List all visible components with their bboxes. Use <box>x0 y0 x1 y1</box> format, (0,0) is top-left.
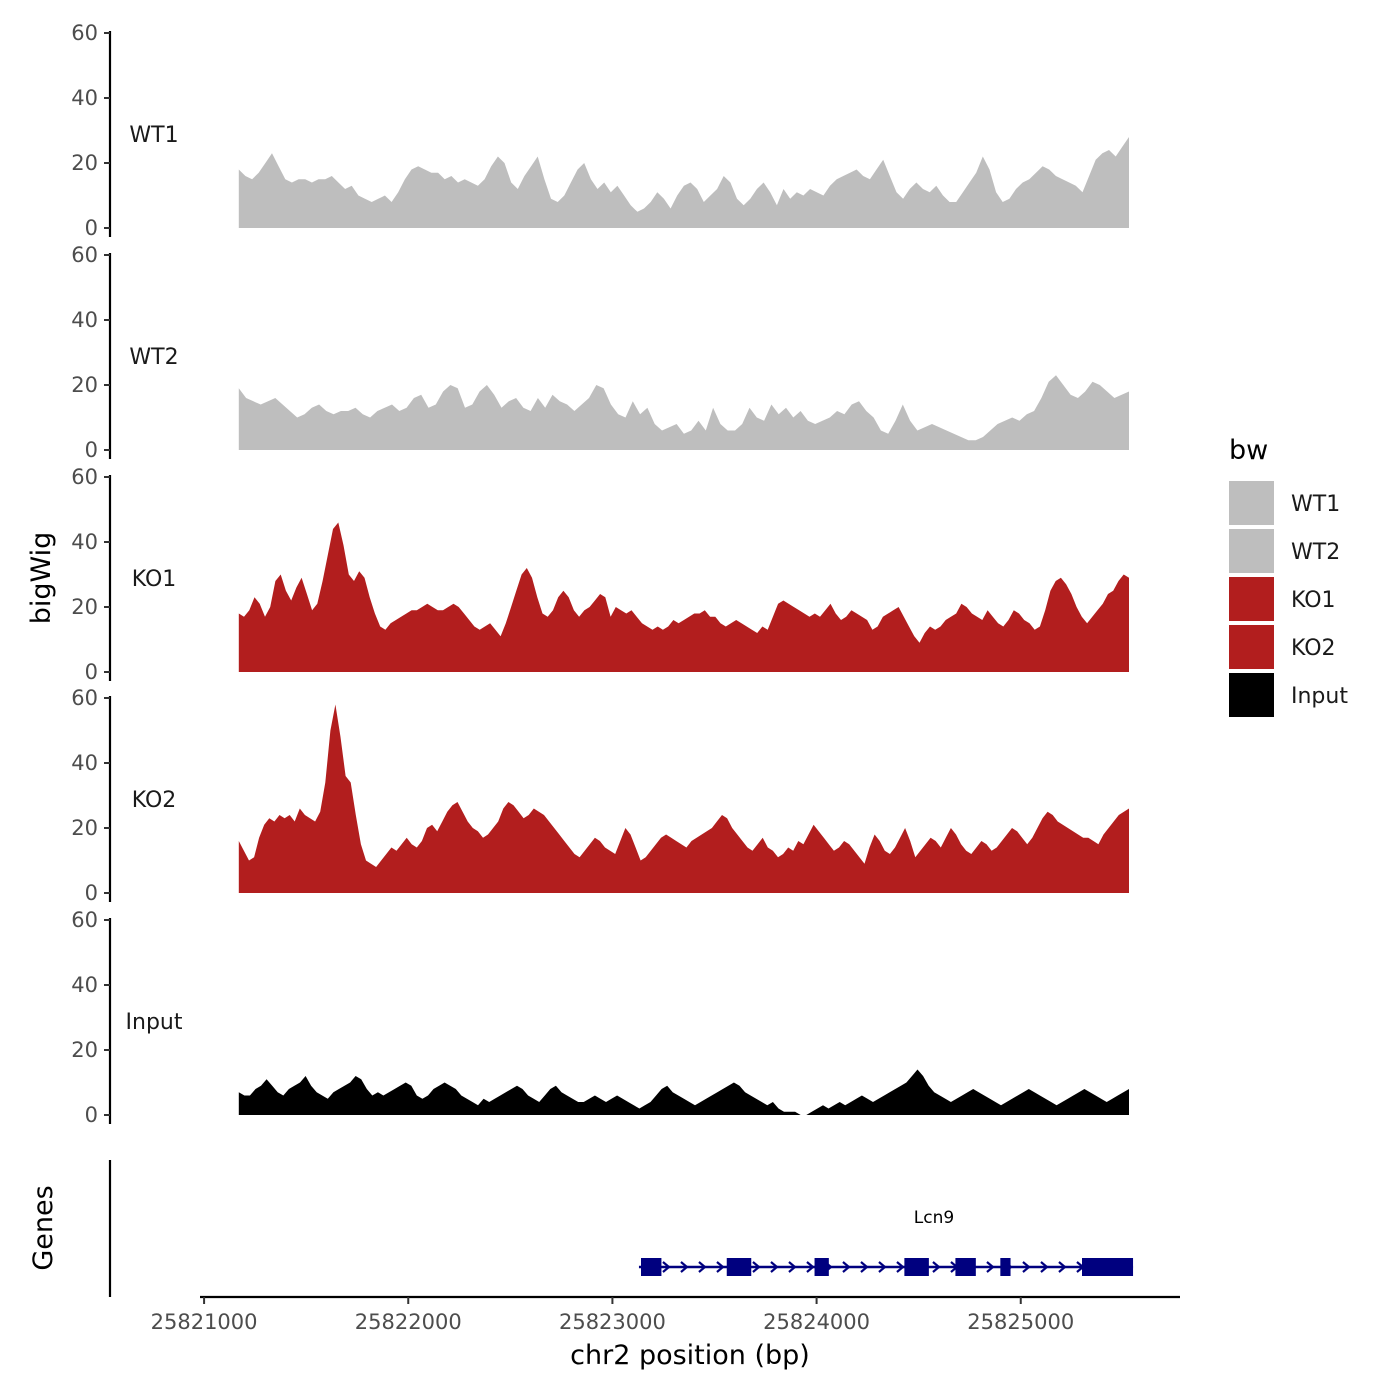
strand-arrow <box>770 1261 779 1273</box>
legend-label: WT1 <box>1291 492 1340 517</box>
y-tick-label: 40 <box>71 751 98 775</box>
y-tick-label: 20 <box>71 151 98 175</box>
y-tick-label: 40 <box>71 530 98 554</box>
coverage-area-wt1 <box>238 137 1130 228</box>
legend-label: WT2 <box>1291 540 1340 565</box>
gene-name-label: Lcn9 <box>914 1208 954 1228</box>
y-tick-label: 20 <box>71 1038 98 1062</box>
y-tick-label: 60 <box>71 686 98 710</box>
legend-label: Input <box>1291 684 1348 709</box>
strand-arrow <box>806 1261 815 1273</box>
legend-item-input: Input <box>1229 673 1348 717</box>
strand-arrow <box>1040 1261 1049 1273</box>
legend-label: KO1 <box>1291 588 1336 613</box>
legend-item-wt2: WT2 <box>1229 529 1340 573</box>
strand-arrow <box>932 1261 941 1273</box>
track-label-ko1: KO1 <box>132 567 177 592</box>
y-tick-label: 0 <box>85 216 98 240</box>
y-tick-label: 60 <box>71 908 98 932</box>
exon-block <box>955 1258 976 1276</box>
strand-arrow <box>716 1261 725 1273</box>
x-tick-label: 25825000 <box>967 1310 1074 1334</box>
strand-arrow <box>878 1261 887 1273</box>
y-tick-label: 20 <box>71 373 98 397</box>
legend-title: bw <box>1229 435 1268 466</box>
legend-item-ko2: KO2 <box>1229 625 1336 669</box>
strand-arrow <box>680 1261 689 1273</box>
exon-block <box>1000 1258 1011 1276</box>
exon-block <box>1082 1258 1134 1276</box>
y-tick-label: 60 <box>71 21 98 45</box>
y-tick-label: 40 <box>71 973 98 997</box>
x-axis: 25821000 25822000 25823000 25824000 25825000… <box>151 1295 1180 1371</box>
y-tick-label: 0 <box>85 438 98 462</box>
y-tick-label: 20 <box>71 595 98 619</box>
track-label-input: Input <box>126 1010 183 1035</box>
strand-arrow <box>788 1261 797 1273</box>
y-tick-label: 20 <box>71 816 98 840</box>
track-label-wt1: WT1 <box>129 123 178 148</box>
legend-swatch <box>1229 529 1274 573</box>
y-tick-label: 40 <box>71 308 98 332</box>
track-panel-ko1: 0 20 40 60 KO1 <box>71 465 1130 684</box>
genes-axis-label: Genes <box>28 1185 59 1270</box>
track-panel-wt1: 0 20 40 60 WT1 <box>71 21 1130 240</box>
y-tick-label: 0 <box>85 1103 98 1127</box>
y-axis-title: bigWig <box>26 532 57 625</box>
legend: bw WT1 WT2 KO1 KO2 Input <box>1229 435 1348 717</box>
x-tick-label: 25823000 <box>559 1310 666 1334</box>
legend-item-wt1: WT1 <box>1229 481 1340 525</box>
strand-arrow <box>986 1261 995 1273</box>
legend-swatch <box>1229 481 1274 525</box>
strand-arrow <box>860 1261 869 1273</box>
legend-swatch <box>1229 577 1274 621</box>
x-tick-label: 25821000 <box>151 1310 258 1334</box>
x-tick-label: 25822000 <box>355 1310 462 1334</box>
y-tick-label: 40 <box>71 86 98 110</box>
strand-arrow <box>698 1261 707 1273</box>
strand-arrow <box>842 1261 851 1273</box>
track-label-ko2: KO2 <box>132 788 177 813</box>
legend-swatch <box>1229 673 1274 717</box>
track-panel-wt2: 0 20 40 60 WT2 <box>71 243 1130 462</box>
legend-item-ko1: KO1 <box>1229 577 1336 621</box>
strand-arrow <box>662 1261 671 1273</box>
legend-label: KO2 <box>1291 636 1336 661</box>
gene-model-lcn9: Lcn9 <box>638 1208 1134 1276</box>
coverage-area-input <box>238 1069 1130 1115</box>
exon-block <box>726 1258 752 1276</box>
strand-arrow <box>896 1261 905 1273</box>
strand-arrow <box>1058 1261 1067 1273</box>
track-label-wt2: WT2 <box>129 345 178 370</box>
coverage-area-ko2 <box>238 704 1130 893</box>
legend-swatch <box>1229 625 1274 669</box>
track-panel-input: 0 20 40 60 Input <box>71 908 1130 1127</box>
exon-block <box>814 1258 829 1276</box>
exon-block <box>641 1258 662 1276</box>
y-tick-label: 60 <box>71 465 98 489</box>
exon-block <box>904 1258 929 1276</box>
x-axis-title: chr2 position (bp) <box>570 1340 810 1371</box>
strand-arrow <box>1022 1261 1031 1273</box>
strand-arrow <box>752 1261 761 1273</box>
track-panel-ko2: 0 20 40 60 KO2 <box>71 686 1130 905</box>
genes-panel: Genes Lcn9 <box>28 1160 1134 1297</box>
x-tick-label: 25824000 <box>763 1310 870 1334</box>
y-tick-label: 0 <box>85 660 98 684</box>
coverage-area-wt2 <box>238 375 1130 450</box>
y-tick-label: 60 <box>71 243 98 267</box>
coverage-area-ko1 <box>238 522 1130 672</box>
y-tick-label: 0 <box>85 881 98 905</box>
